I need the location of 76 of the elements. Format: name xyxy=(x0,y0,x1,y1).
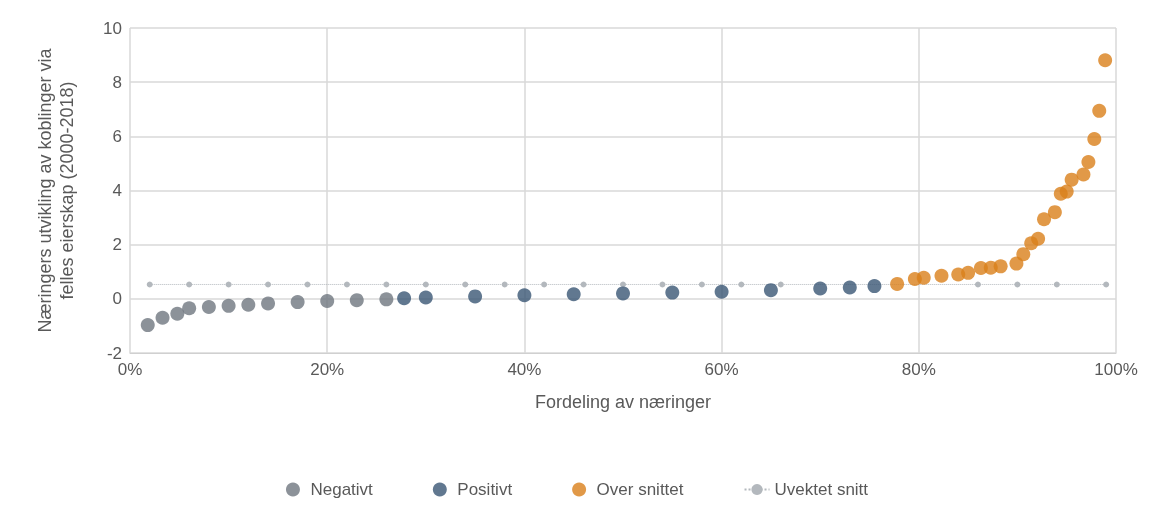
point xyxy=(225,281,232,288)
y-tick-label: 10 xyxy=(103,18,122,38)
x-axis-title: Fordeling av næringer xyxy=(534,392,712,412)
point xyxy=(343,281,350,288)
point xyxy=(1064,172,1079,187)
point xyxy=(541,281,548,288)
point xyxy=(1047,205,1062,220)
point xyxy=(961,265,976,280)
point xyxy=(714,284,729,299)
legend-label: Positivt xyxy=(457,480,513,499)
point xyxy=(813,281,828,296)
x-tick-label: 100% xyxy=(1094,360,1138,379)
point xyxy=(1076,167,1091,182)
point xyxy=(934,268,949,283)
point xyxy=(974,281,981,288)
x-tick-label: 60% xyxy=(704,360,739,379)
y-tick-label: 2 xyxy=(112,235,122,255)
point xyxy=(890,276,905,291)
point xyxy=(383,281,390,288)
point xyxy=(201,299,216,314)
y-tick-label: 8 xyxy=(112,72,122,92)
point xyxy=(265,281,272,288)
point xyxy=(566,287,581,302)
point xyxy=(1037,212,1052,227)
point xyxy=(290,295,305,310)
x-tick-label: 40% xyxy=(507,360,542,379)
point xyxy=(418,290,433,305)
point xyxy=(517,288,532,303)
point xyxy=(1081,155,1096,170)
y-tick-label: 4 xyxy=(112,181,122,200)
point xyxy=(1031,231,1046,246)
legend-label: Uvektet snitt xyxy=(774,480,869,499)
point xyxy=(1098,53,1113,68)
y-axis-title: Næringers utvikling av koblinger via felles eierskap (2000-2018) xyxy=(35,47,77,333)
point xyxy=(993,259,1008,274)
point xyxy=(304,281,311,288)
point xyxy=(842,280,857,295)
point xyxy=(186,281,193,288)
point xyxy=(580,281,587,288)
legend-label: Over snittet xyxy=(596,480,684,499)
point xyxy=(155,310,170,325)
point xyxy=(422,281,429,288)
y-tick-label: 0 xyxy=(112,289,122,309)
point xyxy=(468,289,483,304)
point xyxy=(261,296,276,311)
point xyxy=(379,292,394,307)
y-tick-label: 6 xyxy=(112,126,122,146)
point xyxy=(462,281,469,288)
point xyxy=(140,318,155,333)
point xyxy=(616,286,630,301)
legend-label: Negativt xyxy=(310,480,374,499)
point xyxy=(665,285,680,300)
point xyxy=(777,281,784,288)
y-tick-label: -2 xyxy=(106,343,122,363)
point xyxy=(221,298,236,313)
x-tick-label: 80% xyxy=(901,360,936,379)
point xyxy=(320,294,335,308)
point xyxy=(916,270,931,285)
point xyxy=(1059,184,1074,199)
point xyxy=(1053,281,1060,288)
x-tick-label: 20% xyxy=(310,360,345,379)
point xyxy=(1014,281,1021,288)
point xyxy=(349,293,364,308)
point xyxy=(659,281,666,288)
point xyxy=(170,306,185,321)
point xyxy=(1092,103,1107,118)
point xyxy=(1103,281,1110,288)
point xyxy=(763,283,778,298)
point xyxy=(397,291,412,306)
point xyxy=(182,301,197,316)
point xyxy=(1087,132,1102,147)
x-tick-label: 0% xyxy=(117,360,143,379)
point xyxy=(241,297,256,312)
point xyxy=(698,281,705,288)
point xyxy=(867,279,882,294)
point xyxy=(1016,247,1031,262)
